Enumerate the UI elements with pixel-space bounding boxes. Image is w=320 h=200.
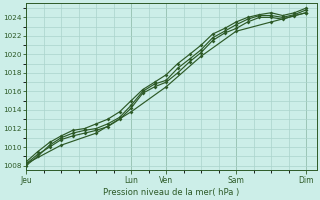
X-axis label: Pression niveau de la mer( hPa ): Pression niveau de la mer( hPa ) [103,188,239,197]
